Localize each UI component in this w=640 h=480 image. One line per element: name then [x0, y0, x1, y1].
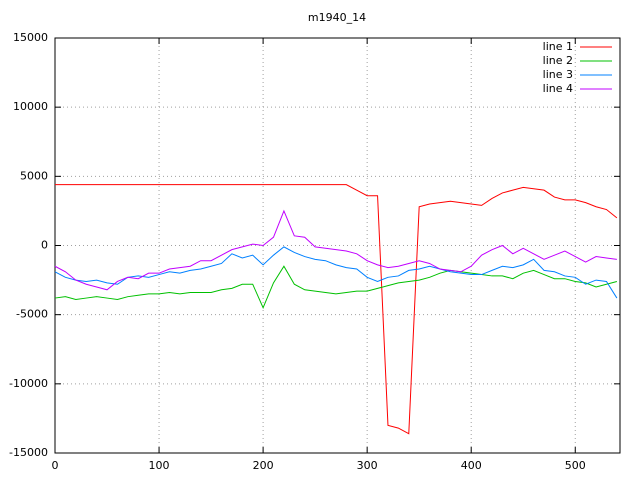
x-tick-label: 100: [149, 459, 170, 472]
y-tick-label: -15000: [9, 446, 48, 459]
x-tick-label: 500: [565, 459, 586, 472]
legend-label: line 1: [543, 40, 573, 53]
y-tick-label: 15000: [13, 31, 48, 44]
series-line: [54, 265, 618, 310]
chart-title: m1940_14: [308, 11, 366, 24]
y-tick-label: -5000: [16, 308, 48, 321]
legend-label: line 4: [543, 82, 573, 95]
y-tick-label: 5000: [20, 169, 48, 182]
series-line: [54, 246, 618, 299]
x-tick-label: 400: [461, 459, 482, 472]
y-tick-label: -10000: [9, 377, 48, 390]
plot-frame: [54, 37, 621, 454]
legend-label: line 2: [543, 54, 573, 67]
legend-label: line 3: [543, 68, 573, 81]
x-tick-label: 300: [357, 459, 378, 472]
x-tick-label: 200: [253, 459, 274, 472]
y-tick-label: 0: [41, 239, 48, 252]
series-line: [55, 184, 618, 435]
x-tick-label: 0: [52, 459, 59, 472]
y-tick-label: 10000: [13, 100, 48, 113]
series-line: [54, 209, 617, 291]
